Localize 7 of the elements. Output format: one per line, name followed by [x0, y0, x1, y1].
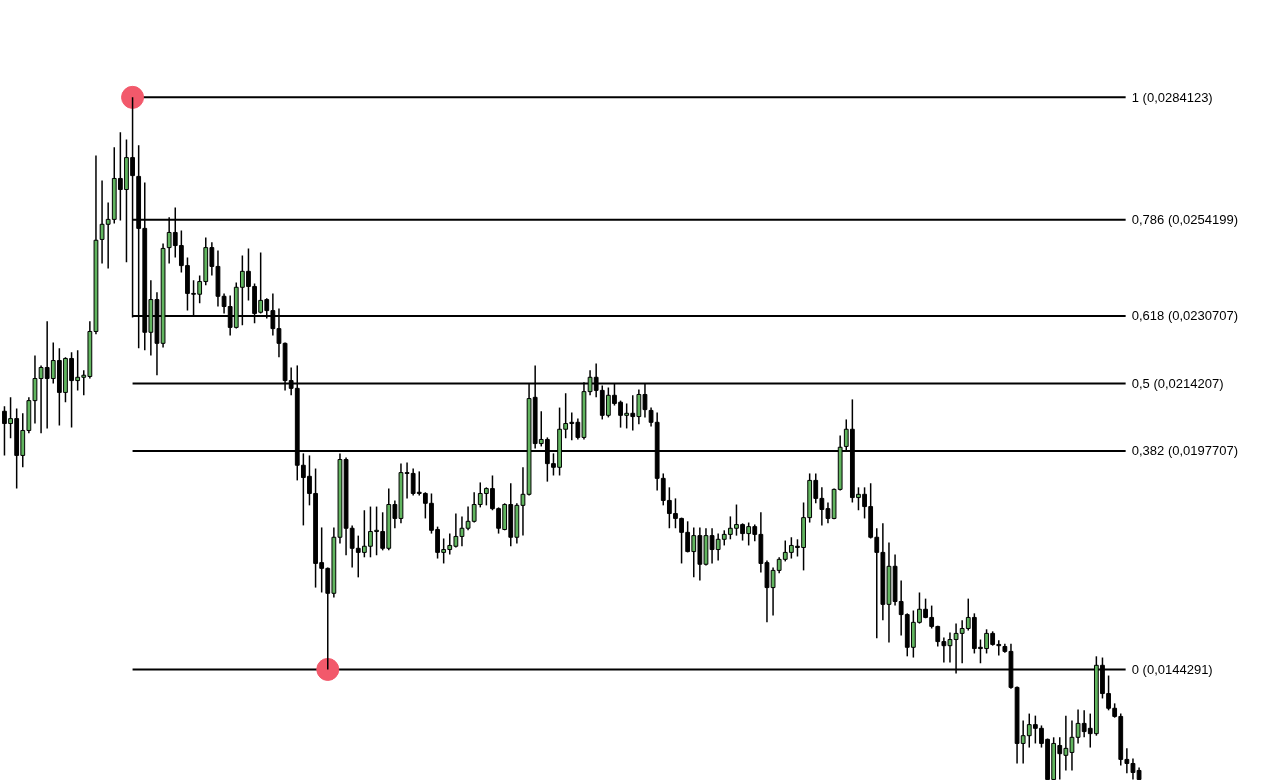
candlestick: [648, 406, 654, 428]
ref-line-label: 1 (0,0284123): [1131, 89, 1213, 105]
ref-line-label: 0,382 (0,0197707): [1131, 443, 1239, 459]
ref-line-label: 0,786 (0,0254199): [1131, 212, 1239, 228]
ref-line-label: 0 (0,0144291): [1131, 661, 1213, 677]
ref-line-label: 0,618 (0,0230707): [1131, 308, 1239, 324]
ref-line-label: 0,5 (0,0214207): [1131, 375, 1224, 391]
